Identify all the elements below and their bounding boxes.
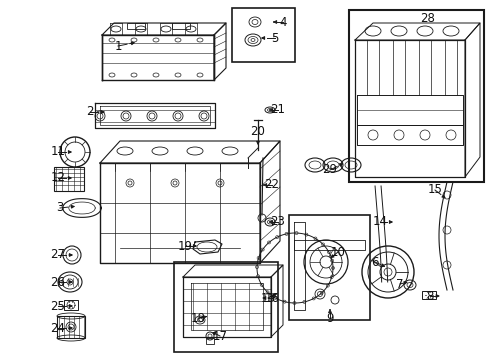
Bar — [421, 291, 435, 299]
Text: 22: 22 — [264, 179, 279, 192]
Bar — [172, 23, 190, 29]
Text: 16: 16 — [264, 292, 279, 305]
Bar — [127, 23, 145, 29]
Bar — [288, 215, 369, 320]
Text: 28: 28 — [420, 12, 434, 24]
Text: 9: 9 — [325, 311, 333, 324]
Text: 18: 18 — [190, 311, 205, 324]
Text: 12: 12 — [50, 171, 65, 184]
Bar — [57, 316, 85, 338]
Text: 23: 23 — [270, 216, 285, 229]
Text: 6: 6 — [370, 256, 378, 269]
Text: 7: 7 — [395, 278, 403, 291]
Text: 21: 21 — [270, 104, 285, 117]
Text: 24: 24 — [50, 321, 65, 334]
Text: 3: 3 — [56, 202, 63, 215]
Text: 26: 26 — [50, 275, 65, 288]
Text: 17: 17 — [212, 329, 227, 342]
Text: 27: 27 — [50, 248, 65, 261]
Text: 13: 13 — [260, 292, 275, 305]
Text: 25: 25 — [50, 300, 65, 312]
Text: 19: 19 — [177, 239, 192, 252]
Bar — [348, 10, 483, 182]
Text: 10: 10 — [330, 246, 345, 258]
Text: 4: 4 — [279, 15, 286, 28]
Text: 20: 20 — [250, 126, 265, 139]
Bar — [64, 300, 78, 310]
Text: 11: 11 — [50, 145, 65, 158]
Text: 15: 15 — [427, 184, 442, 197]
Bar — [205, 338, 214, 344]
Text: 14: 14 — [372, 216, 386, 229]
Text: 5: 5 — [271, 31, 278, 45]
Bar — [174, 262, 278, 352]
Bar — [231, 8, 294, 62]
Text: 1: 1 — [114, 40, 122, 53]
Bar — [54, 167, 84, 191]
Text: 8: 8 — [426, 289, 433, 302]
Text: 29: 29 — [322, 163, 337, 176]
Text: 2: 2 — [86, 105, 94, 118]
